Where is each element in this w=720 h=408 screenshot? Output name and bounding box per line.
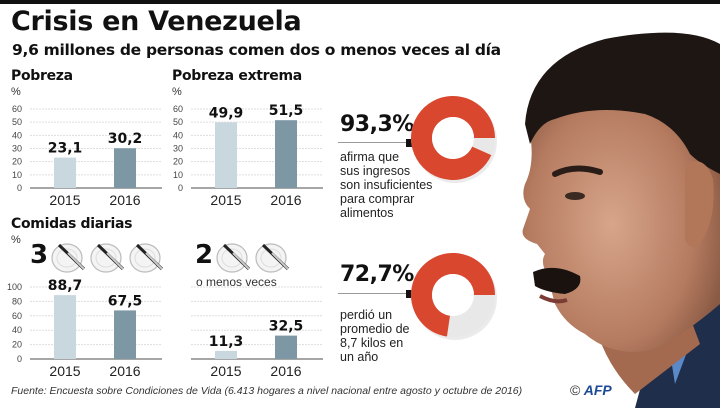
plate-icon <box>129 243 164 273</box>
y-tick-label: 30 <box>12 144 22 154</box>
y-tick-label: 20 <box>12 157 22 167</box>
x-tick-label: 2015 <box>49 192 80 208</box>
y-tick-label: 10 <box>12 170 22 180</box>
donut-value-ingresos: 93,3% <box>340 112 414 137</box>
chart-unit-pobreza-extrema: % <box>172 86 182 98</box>
plate-icon <box>255 243 290 273</box>
y-tick-label: 0 <box>17 183 22 193</box>
bar-2016 <box>114 148 136 188</box>
donut-description-kilos: perdió un promedio de 8,7 kilos en un añ… <box>340 308 410 364</box>
x-tick-label: 2015 <box>210 363 241 379</box>
x-tick-label: 2016 <box>109 192 140 208</box>
x-tick-label: 2015 <box>49 363 80 379</box>
page-title: Crisis en Venezuela <box>11 6 302 37</box>
meals-three-label: 3 <box>30 240 49 270</box>
meals-two-label: 2 <box>195 240 214 270</box>
portrait-image <box>522 32 720 408</box>
y-tick-label: 80 <box>12 296 22 306</box>
bar-value-label: 88,7 <box>48 278 83 294</box>
bar-2016 <box>275 120 297 188</box>
agency-credit: © AFP <box>570 382 612 398</box>
bar-2016 <box>275 335 297 359</box>
chart-pobreza: 0 10 20 30 40 50 60 23,1 2015 30,2 2016 <box>12 104 162 208</box>
x-tick-label: 2015 <box>210 192 241 208</box>
bar-2015 <box>54 157 76 188</box>
bar-value-label: 23,1 <box>48 141 83 157</box>
chart-unit-pobreza: % <box>11 86 21 98</box>
plate-icon <box>216 243 251 273</box>
bar-value-label: 11,3 <box>209 334 244 350</box>
plate-icon <box>90 243 125 273</box>
bar-value-label: 49,9 <box>209 105 244 121</box>
source-note: Fuente: Encuesta sobre Condiciones de Vi… <box>11 385 523 397</box>
pointer-marker <box>406 139 414 147</box>
y-tick-label: 0 <box>17 354 22 364</box>
donut-description-ingresos: afirma que sus ingresos son insuficiente… <box>340 150 433 220</box>
y-tick-label: 60 <box>12 104 22 114</box>
page-subtitle: 9,6 millones de personas comen dos o men… <box>12 41 501 59</box>
donut-hole <box>432 117 474 159</box>
divider <box>338 142 410 143</box>
divider <box>338 293 410 294</box>
chart-title-pobreza-extrema: Pobreza extrema <box>172 68 302 84</box>
meals-two-caption: o menos veces <box>196 275 277 289</box>
chart-comidas-3: 0 20 40 60 80 100 88,7 2015 67,5 2016 <box>7 278 162 379</box>
bar-2015 <box>54 295 76 359</box>
bar-value-label: 51,5 <box>269 103 304 119</box>
x-tick-label: 2016 <box>109 363 140 379</box>
y-tick-label: 30 <box>173 144 183 154</box>
donut-value-kilos: 72,7% <box>340 262 414 287</box>
y-tick-label: 20 <box>12 340 22 350</box>
bar-2016 <box>114 310 136 359</box>
chart-title-pobreza: Pobreza <box>11 68 73 84</box>
chart-pobreza-extrema: 0 10 20 30 40 50 60 49,9 2015 51,5 2016 <box>173 103 323 208</box>
copyright-symbol: © <box>570 382 581 398</box>
y-tick-label: 40 <box>173 130 183 140</box>
y-tick-label: 60 <box>12 311 22 321</box>
bar-value-label: 67,5 <box>108 293 143 309</box>
y-tick-label: 40 <box>12 130 22 140</box>
bar-value-label: 30,2 <box>108 131 143 147</box>
bar-2015 <box>215 122 237 188</box>
y-tick-label: 50 <box>12 117 22 127</box>
y-tick-label: 50 <box>173 117 183 127</box>
donut-chart-ingresos <box>411 96 497 183</box>
donut-value-arc <box>411 253 495 337</box>
y-tick-label: 0 <box>178 183 183 193</box>
plate-icon <box>51 243 86 273</box>
y-tick-label: 10 <box>173 170 183 180</box>
y-tick-label: 100 <box>7 282 22 292</box>
chart-unit-comidas: % <box>11 234 21 246</box>
x-tick-label: 2016 <box>270 192 301 208</box>
donut-value-arc <box>411 96 495 180</box>
x-tick-label: 2016 <box>270 363 301 379</box>
chart-title-comidas-diarias: Comidas diarias <box>11 216 133 232</box>
y-tick-label: 60 <box>173 104 183 114</box>
bar-2015 <box>215 350 237 359</box>
pointer-marker <box>406 290 414 298</box>
afp-logo: AFP <box>583 382 612 398</box>
y-tick-label: 40 <box>12 325 22 335</box>
y-tick-label: 20 <box>173 157 183 167</box>
bar-value-label: 32,5 <box>269 319 304 335</box>
top-bar <box>0 0 720 4</box>
donut-hole <box>432 274 474 316</box>
chart-comidas-2: 11,3 2015 32,5 2016 <box>191 286 323 379</box>
donut-chart-kilos <box>411 253 497 340</box>
